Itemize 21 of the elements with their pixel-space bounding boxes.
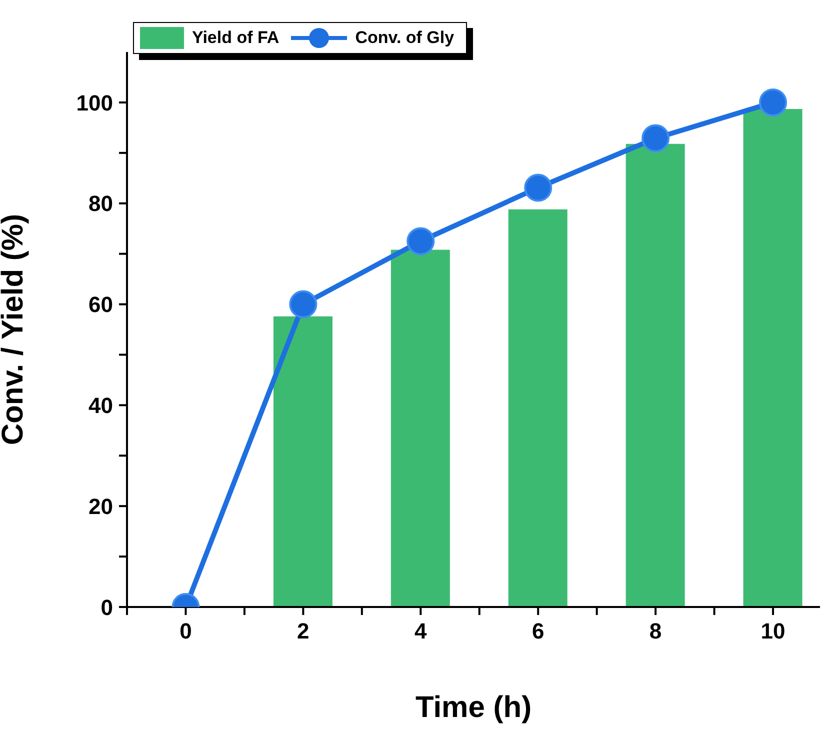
y-tick-label: 100 (76, 90, 113, 116)
bar (390, 250, 450, 607)
x-tick-label: 8 (649, 618, 662, 644)
x-tick-label: 2 (297, 618, 310, 644)
y-tick-label: 40 (88, 392, 113, 418)
y-tick-label: 60 (88, 292, 113, 318)
y-tick-label: 20 (88, 494, 113, 519)
x-tick-label: 4 (414, 618, 428, 644)
y-axis-title: Conv. / Yield (%) (0, 214, 30, 446)
x-axis-title: Time (h) (415, 691, 532, 724)
x-tick-label: 0 (180, 618, 192, 644)
legend-label: Yield of FA (192, 28, 280, 48)
x-tick-label: 6 (532, 618, 544, 644)
bar (508, 209, 568, 607)
bar (273, 316, 332, 607)
x-tick-label: 10 (760, 618, 786, 644)
bar (626, 144, 685, 607)
y-tick-label: 80 (88, 191, 113, 216)
y-tick-label: 0 (100, 594, 113, 620)
legend-label: Conv. of Gly (355, 28, 454, 48)
bar (743, 109, 802, 607)
